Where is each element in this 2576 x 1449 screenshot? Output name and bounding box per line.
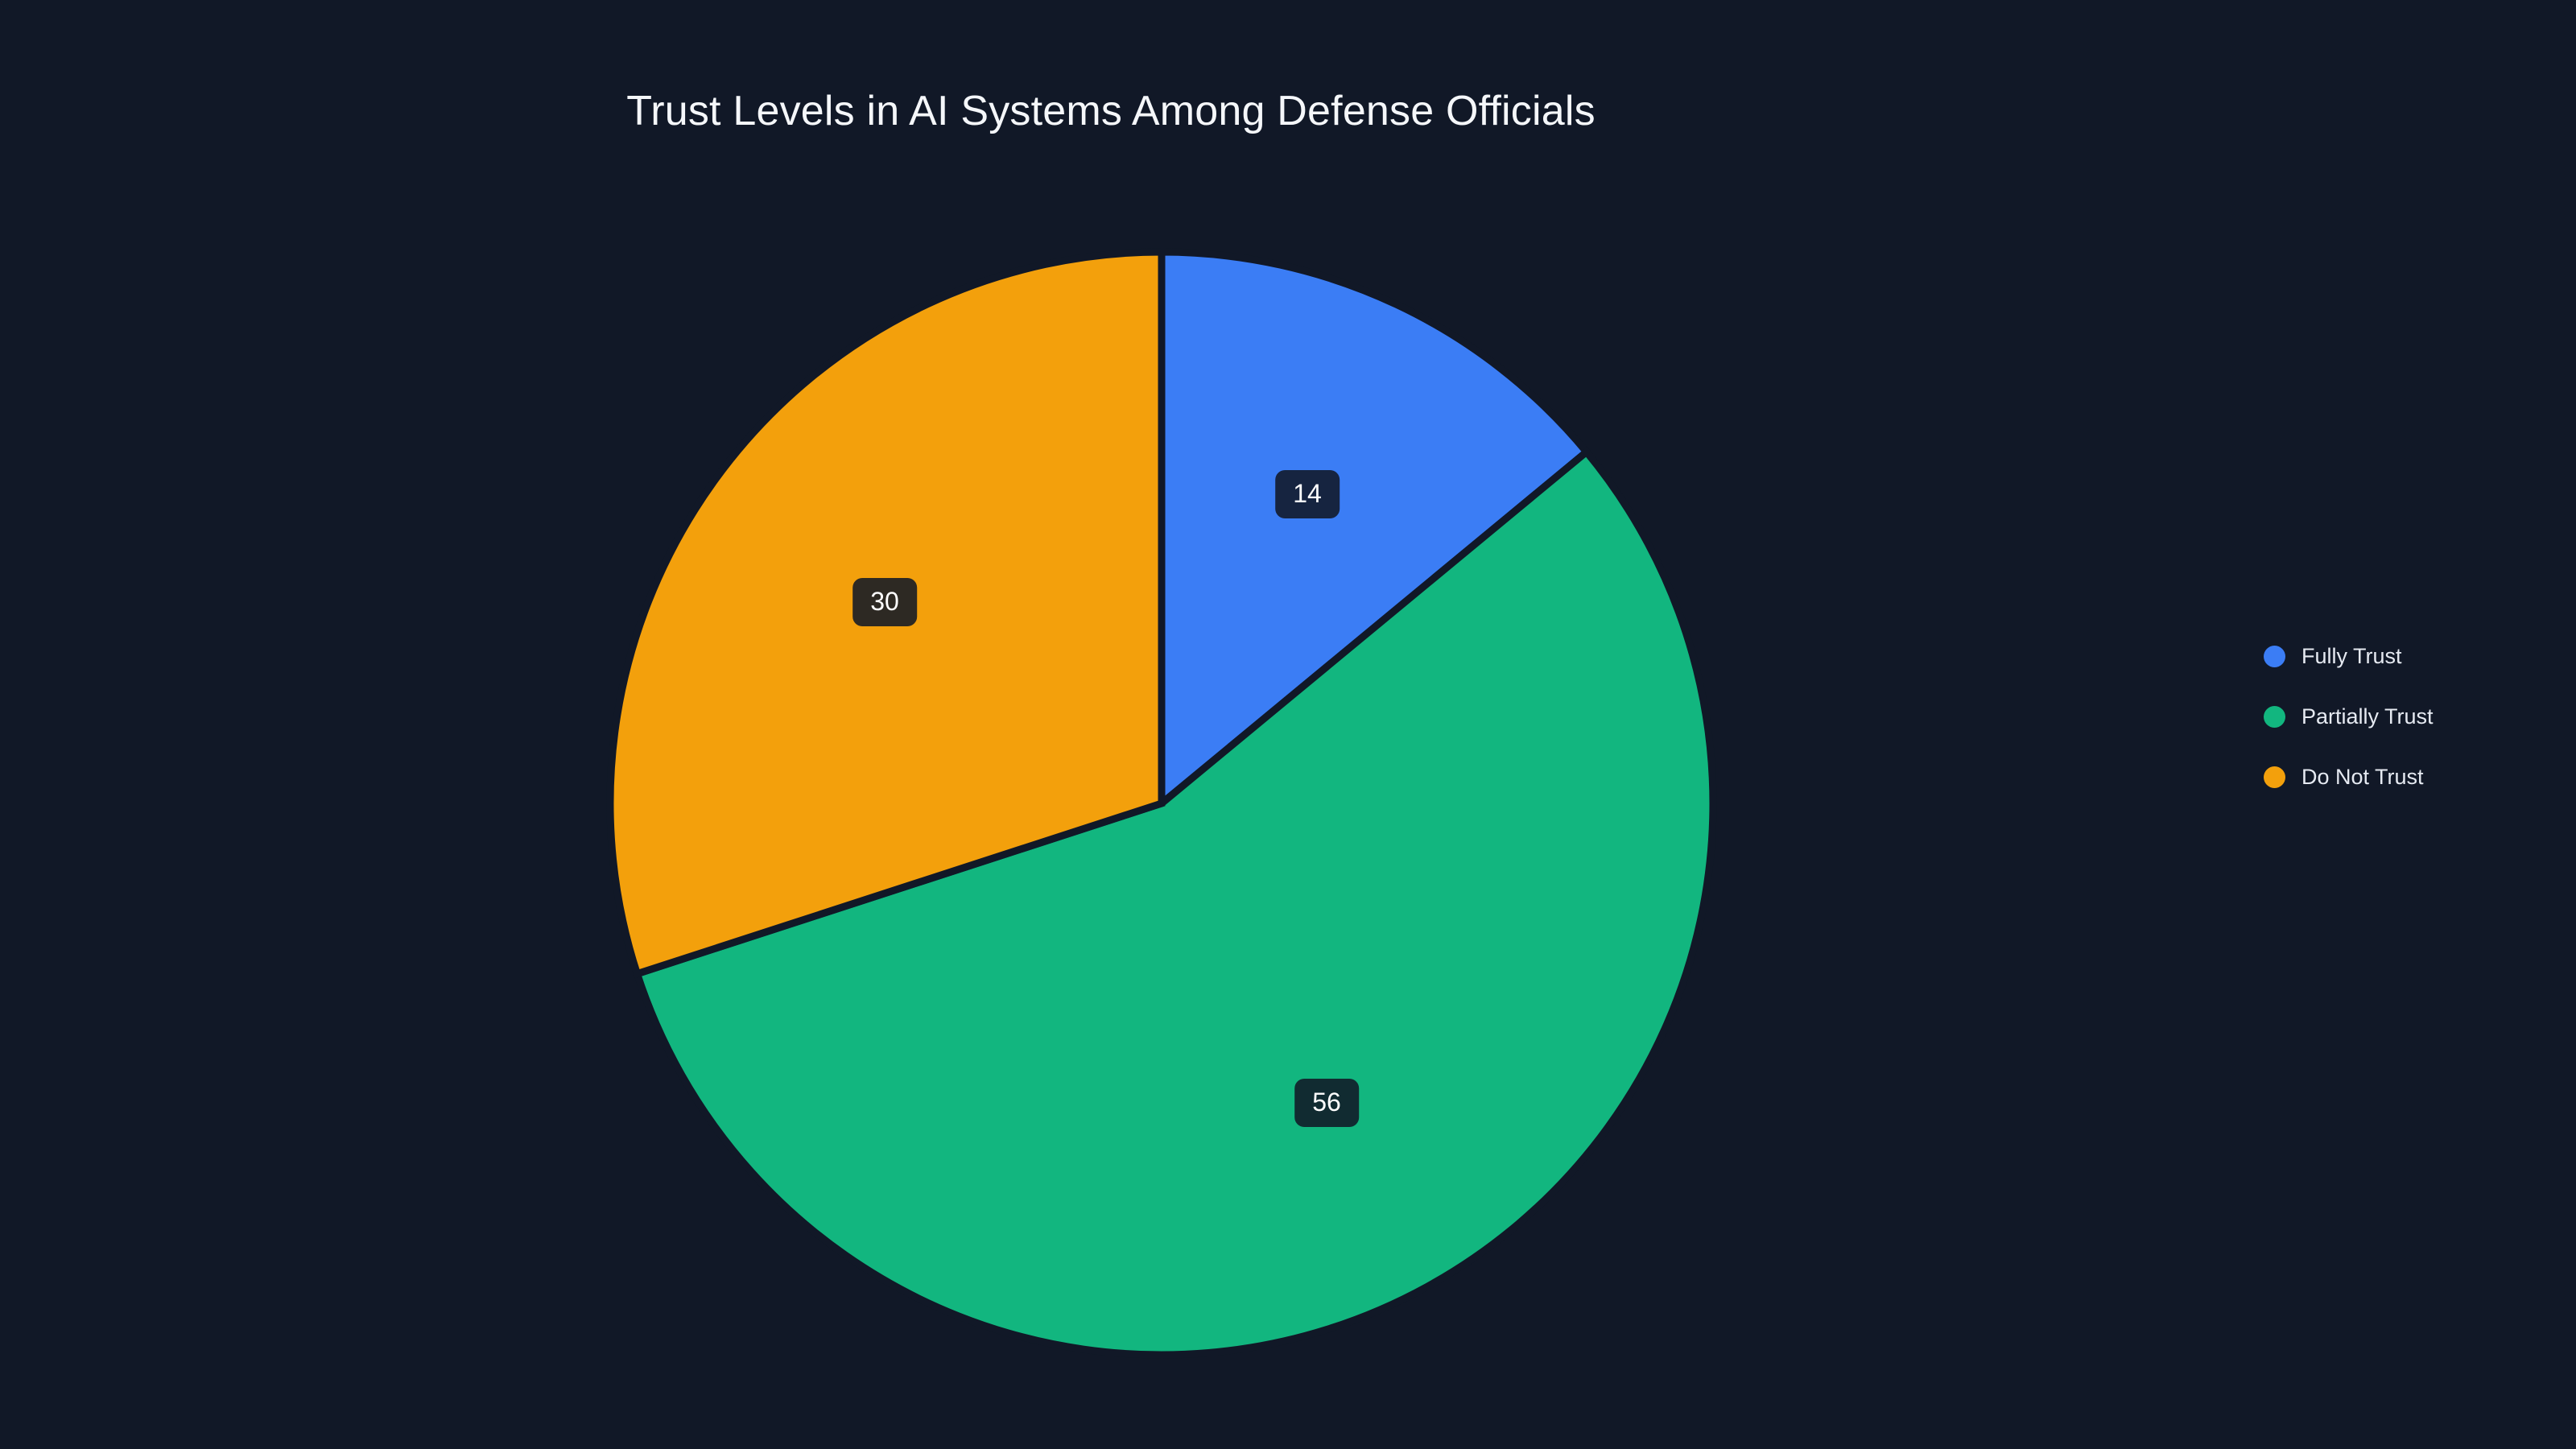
legend-item-do-not-trust[interactable]: Do Not Trust — [2264, 765, 2434, 789]
chart-title: Trust Levels in AI Systems Among Defense… — [626, 88, 1596, 134]
pie-slice-partially-trust[interactable] — [632, 447, 1717, 1359]
pie-slice-fully-trust[interactable] — [1158, 248, 1592, 811]
data-label-fully-trust: 14 — [1275, 470, 1340, 518]
chart-legend: Fully Trust Partially Trust Do Not Trust — [2264, 644, 2434, 789]
legend-item-partially-trust[interactable]: Partially Trust — [2264, 704, 2434, 729]
legend-label-do-not-trust: Do Not Trust — [2301, 764, 2424, 789]
legend-item-fully-trust[interactable]: Fully Trust — [2264, 644, 2434, 668]
data-label-do-not-trust: 30 — [852, 578, 917, 626]
legend-swatch-circle-icon — [2264, 705, 2285, 728]
legend-swatch-circle-icon — [2264, 645, 2285, 667]
legend-swatch-circle-icon — [2264, 766, 2285, 788]
data-label-partially-trust: 56 — [1294, 1079, 1359, 1127]
legend-label-fully-trust: Fully Trust — [2301, 643, 2402, 668]
legend-label-partially-trust: Partially Trust — [2301, 704, 2434, 729]
